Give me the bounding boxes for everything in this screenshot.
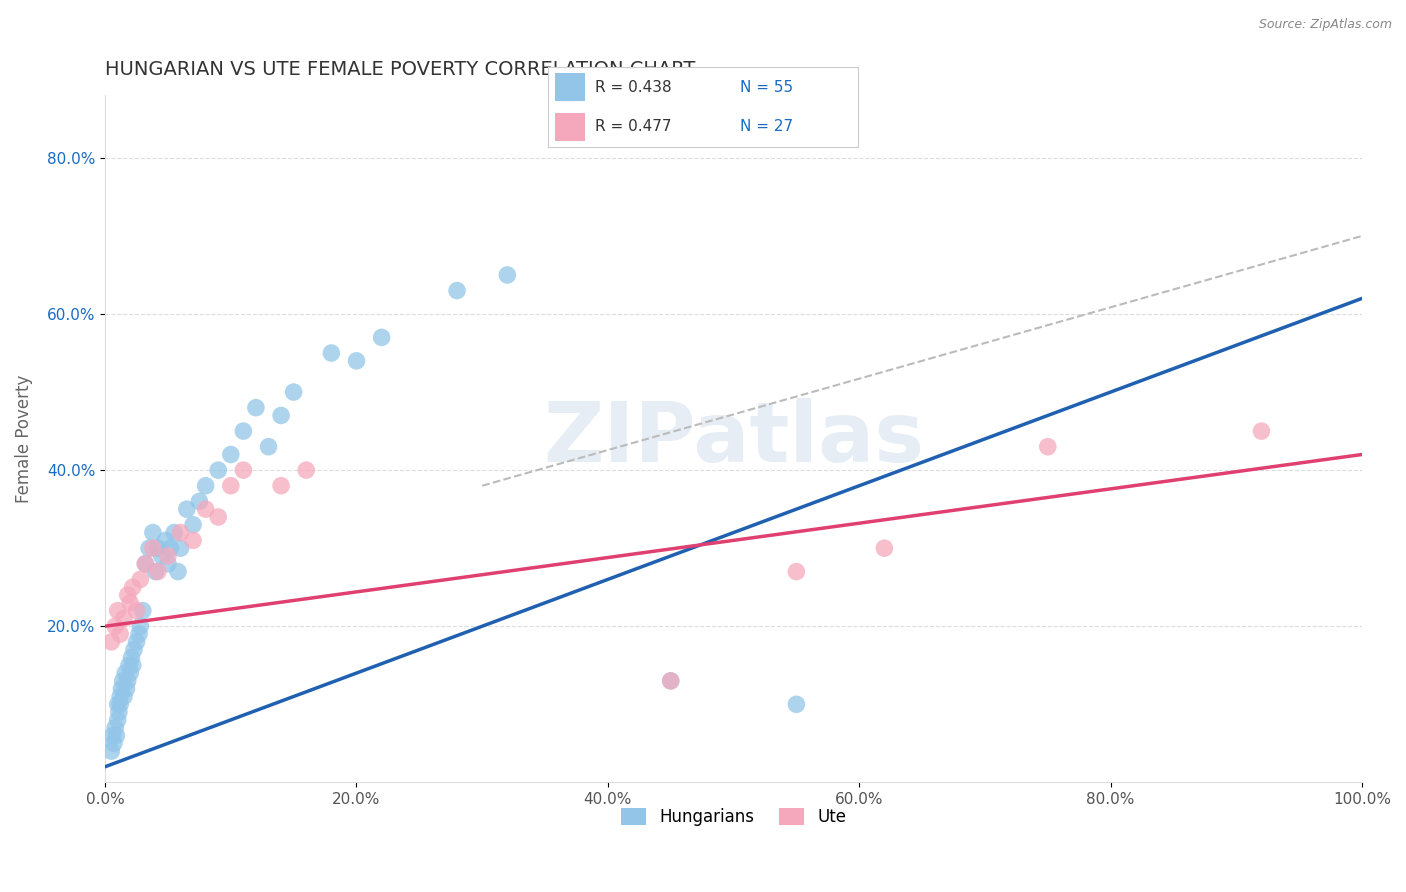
Point: [785, 698, 807, 712]
Point: [145, 565, 167, 579]
Point: [150, 549, 173, 563]
Y-axis label: Female Poverty: Female Poverty: [15, 375, 32, 503]
Point: [107, 713, 129, 727]
Point: [270, 479, 292, 493]
Point: [125, 604, 148, 618]
Point: [146, 541, 169, 556]
Point: [132, 604, 155, 618]
Point: [107, 698, 129, 712]
Point: [194, 479, 217, 493]
Point: [659, 673, 682, 688]
Text: HUNGARIAN VS UTE FEMALE POVERTY CORRELATION CHART: HUNGARIAN VS UTE FEMALE POVERTY CORRELAT…: [105, 60, 696, 78]
Point: [104, 721, 127, 735]
Point: [104, 619, 127, 633]
Point: [120, 596, 142, 610]
Point: [103, 736, 125, 750]
Point: [134, 557, 156, 571]
Point: [207, 463, 229, 477]
Point: [156, 557, 179, 571]
Point: [321, 346, 343, 360]
Point: [156, 549, 179, 563]
Point: [1250, 424, 1272, 438]
Point: [117, 673, 139, 688]
Text: R = 0.477: R = 0.477: [595, 119, 671, 134]
Point: [188, 494, 211, 508]
Point: [257, 440, 280, 454]
Point: [370, 330, 392, 344]
Point: [245, 401, 267, 415]
Point: [167, 565, 190, 579]
FancyBboxPatch shape: [554, 112, 585, 141]
Point: [125, 635, 148, 649]
Point: [121, 658, 143, 673]
Point: [114, 666, 136, 681]
Point: [146, 565, 169, 579]
Point: [295, 463, 318, 477]
Point: [155, 533, 177, 548]
Text: R = 0.438: R = 0.438: [595, 80, 671, 95]
Point: [105, 729, 128, 743]
Point: [112, 690, 135, 704]
Point: [108, 690, 131, 704]
Point: [142, 525, 165, 540]
Point: [169, 541, 191, 556]
Point: [219, 448, 242, 462]
Point: [219, 479, 242, 493]
Text: Source: ZipAtlas.com: Source: ZipAtlas.com: [1258, 18, 1392, 31]
Text: N = 55: N = 55: [740, 80, 793, 95]
Point: [120, 666, 142, 681]
Point: [128, 627, 150, 641]
Point: [346, 354, 368, 368]
Point: [121, 650, 143, 665]
Point: [134, 557, 156, 571]
Point: [159, 541, 181, 556]
Point: [194, 502, 217, 516]
Point: [129, 573, 152, 587]
Point: [108, 627, 131, 641]
Point: [129, 619, 152, 633]
Point: [118, 658, 141, 673]
Point: [142, 541, 165, 556]
Point: [100, 635, 122, 649]
Point: [659, 673, 682, 688]
Legend: Hungarians, Ute: Hungarians, Ute: [614, 801, 853, 832]
Point: [107, 604, 129, 618]
Point: [122, 642, 145, 657]
Point: [873, 541, 896, 556]
Point: [207, 510, 229, 524]
Point: [270, 409, 292, 423]
Point: [110, 681, 132, 696]
Point: [785, 565, 807, 579]
Point: [117, 588, 139, 602]
Point: [181, 533, 204, 548]
Point: [111, 673, 134, 688]
Text: ZIPatlas: ZIPatlas: [543, 399, 924, 479]
Point: [232, 463, 254, 477]
Point: [181, 517, 204, 532]
Point: [108, 705, 131, 719]
Point: [138, 541, 160, 556]
Point: [112, 611, 135, 625]
Point: [283, 385, 305, 400]
Point: [1036, 440, 1059, 454]
Point: [163, 525, 186, 540]
FancyBboxPatch shape: [554, 73, 585, 102]
Text: N = 27: N = 27: [740, 119, 793, 134]
Point: [108, 698, 131, 712]
Point: [169, 525, 191, 540]
Point: [176, 502, 198, 516]
Point: [446, 284, 468, 298]
Point: [101, 729, 124, 743]
Point: [115, 681, 138, 696]
Point: [496, 268, 519, 282]
Point: [232, 424, 254, 438]
Point: [100, 744, 122, 758]
Point: [121, 580, 143, 594]
